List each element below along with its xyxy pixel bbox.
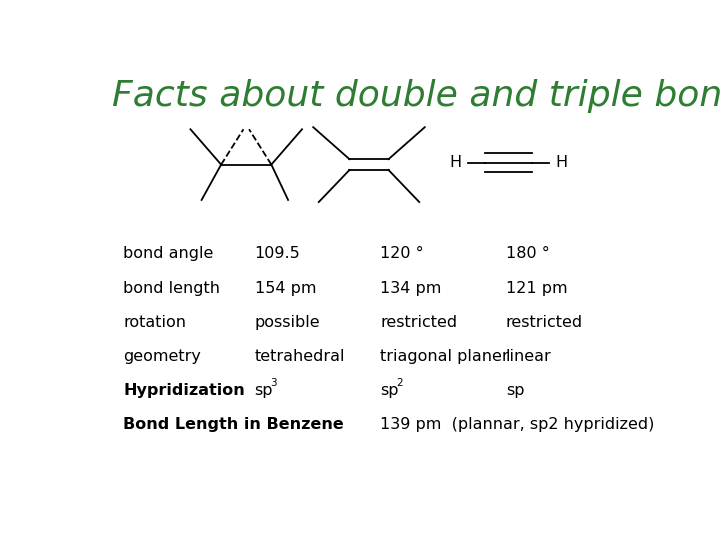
- Text: 120 °: 120 °: [380, 246, 424, 261]
- Text: Facts about double and triple bonds: Facts about double and triple bonds: [112, 79, 720, 113]
- Text: restricted: restricted: [380, 315, 457, 330]
- Text: sp: sp: [255, 383, 273, 398]
- Text: restricted: restricted: [505, 315, 582, 330]
- Text: bond angle: bond angle: [124, 246, 214, 261]
- Text: 180 °: 180 °: [505, 246, 549, 261]
- Text: tetrahedral: tetrahedral: [255, 349, 345, 364]
- Text: 3: 3: [270, 378, 277, 388]
- Text: triagonal planer: triagonal planer: [380, 349, 509, 364]
- Text: H: H: [449, 155, 462, 170]
- Text: Hypridization: Hypridization: [124, 383, 246, 398]
- Text: Bond Length in Benzene: Bond Length in Benzene: [124, 417, 344, 432]
- Text: bond length: bond length: [124, 281, 220, 295]
- Text: linear: linear: [505, 349, 552, 364]
- Text: 109.5: 109.5: [255, 246, 300, 261]
- Text: rotation: rotation: [124, 315, 186, 330]
- Text: 154 pm: 154 pm: [255, 281, 316, 295]
- Text: sp: sp: [505, 383, 524, 398]
- Text: geometry: geometry: [124, 349, 202, 364]
- Text: sp: sp: [380, 383, 399, 398]
- Text: 121 pm: 121 pm: [505, 281, 567, 295]
- Text: 134 pm: 134 pm: [380, 281, 441, 295]
- Text: 2: 2: [396, 378, 402, 388]
- Text: 139 pm  (plannar, sp2 hypridized): 139 pm (plannar, sp2 hypridized): [380, 417, 654, 432]
- Text: H: H: [555, 155, 567, 170]
- Text: possible: possible: [255, 315, 320, 330]
